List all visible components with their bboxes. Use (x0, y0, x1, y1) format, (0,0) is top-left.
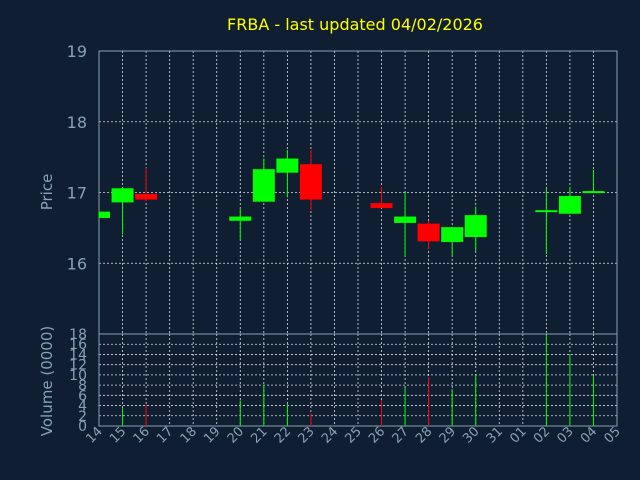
price-tick-label: 17 (67, 184, 87, 203)
candle-body (229, 216, 252, 221)
day-tick-label: 31 (484, 424, 506, 446)
volume-tick-label: 14 (69, 347, 87, 363)
day-tick-label: 02 (531, 424, 553, 446)
volume-tick-label: 12 (69, 358, 87, 374)
candle-body (99, 211, 110, 218)
candle-body (394, 216, 417, 223)
volume-tick-label: 0 (78, 419, 87, 435)
volume-tick-label: 10 (69, 368, 87, 384)
day-tick-label: 03 (554, 424, 576, 446)
day-tick-label: 24 (319, 424, 341, 446)
day-tick-label: 17 (154, 424, 176, 446)
day-tick-label: 28 (413, 424, 435, 446)
volume-axis-label: Volume (0000) (38, 326, 56, 436)
volume-tick-label: 2 (78, 409, 87, 425)
candle-body (417, 223, 440, 242)
day-tick-label: 27 (390, 424, 412, 446)
candle-body (370, 203, 393, 209)
candle-body (558, 196, 581, 214)
candle-body (135, 193, 158, 200)
candle-body (252, 169, 275, 202)
candle-body (582, 191, 605, 194)
volume-tick-label: 18 (69, 327, 87, 343)
day-tick-label: 29 (437, 424, 459, 446)
day-axis-label: Day (333, 458, 363, 476)
candle-body (441, 227, 464, 243)
day-tick-label: 22 (272, 424, 294, 446)
volume-tick-label: 16 (69, 337, 87, 353)
day-tick-label: 05 (602, 424, 624, 446)
candle-body (276, 158, 299, 173)
day-tick-label: 04 (578, 424, 600, 446)
day-tick-label: 25 (343, 424, 365, 446)
volume-plot-frame (98, 333, 618, 427)
chart-title: FRBA - last updated 04/02/2026 (227, 15, 483, 34)
candle-body (299, 164, 322, 200)
day-tick-label: 16 (131, 424, 153, 446)
volume-tick-label: 8 (78, 378, 87, 394)
candle-body (535, 210, 558, 213)
day-tick-label: 18 (178, 424, 200, 446)
volume-tick-label: 6 (78, 388, 87, 404)
candle-body (111, 188, 134, 203)
day-tick-label: 26 (366, 424, 388, 446)
price-axis-label: Price (38, 174, 56, 211)
day-tick-label: 30 (460, 424, 482, 446)
day-tick-label: 15 (107, 424, 129, 446)
volume-tick-label: 4 (78, 399, 87, 415)
day-tick-label: 19 (201, 424, 223, 446)
price-tick-label: 19 (67, 42, 87, 61)
day-tick-label: 01 (507, 424, 529, 446)
price-tick-label: 16 (67, 254, 87, 273)
day-tick-label: 23 (295, 424, 317, 446)
candle-body (464, 215, 487, 238)
price-tick-label: 18 (67, 113, 87, 132)
day-tick-label: 20 (225, 424, 247, 446)
day-tick-label: 21 (248, 424, 270, 446)
